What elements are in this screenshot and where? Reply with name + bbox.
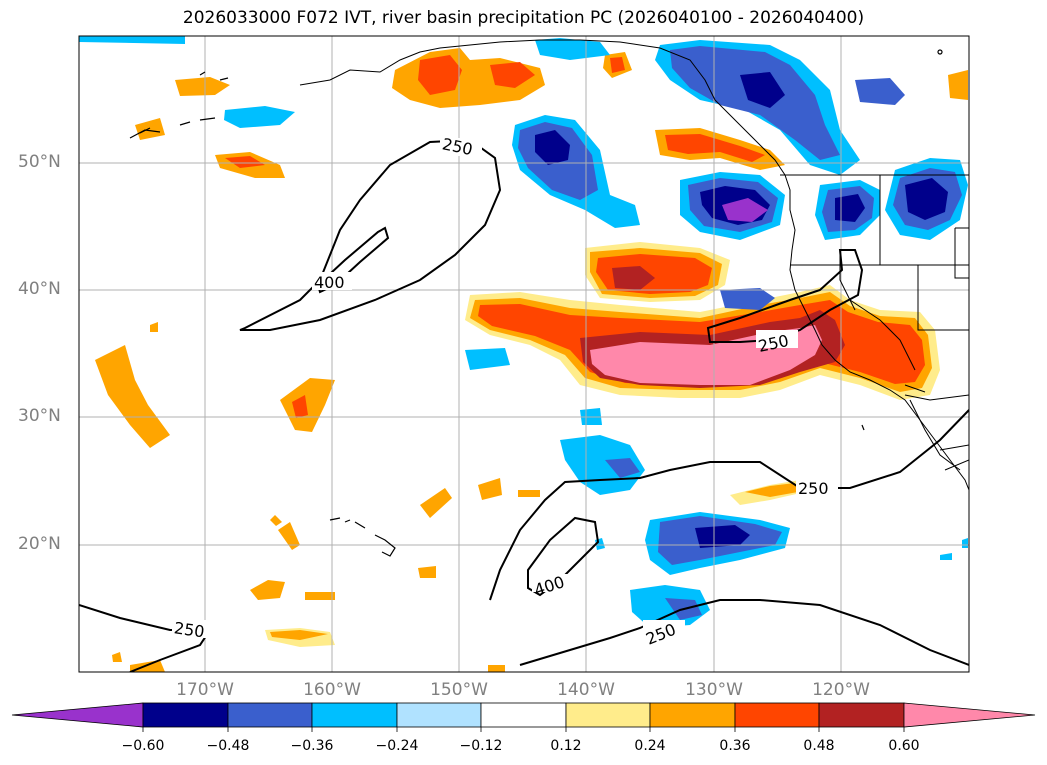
contour-labels: 250 400 250 250 400 250 250 [172,134,838,649]
map-title: 2026033000 F072 IVT, river basin precipi… [182,8,865,28]
colorbar-segment [142,702,229,728]
colorbar-arrow-min [11,702,144,728]
lon-label-150w: 150°W [430,680,488,700]
lat-label-30n: 30°N [18,406,61,426]
colorbar-segment [649,702,736,728]
ivt-contours [79,138,969,672]
precip-shading [79,36,968,672]
colorbar-segment [565,702,651,728]
lat-label-20n: 20°N [18,534,61,554]
colorbar-tick: 0.12 [550,738,582,754]
lon-label-130w: 130°W [685,680,743,700]
colorbar-tick: −0.48 [206,738,250,754]
colorbar-tick: −0.36 [290,738,334,754]
colorbar-tick: 0.60 [888,738,920,754]
contour-label-400-north: 400 [314,273,345,292]
lat-label-40n: 40°N [18,279,61,299]
colorbar-tick: 0.36 [719,738,751,754]
colorbar-tick: −0.24 [375,738,419,754]
lon-label-170w: 170°W [176,680,234,700]
colorbar-tick: −0.60 [121,738,165,754]
colorbar-arrow-max [903,702,1036,728]
lon-label-160w: 160°W [303,680,361,700]
colorbar-segment [227,702,313,728]
lon-label-140w: 140°W [557,680,615,700]
ivt-contour-250-north [239,138,502,331]
lon-label-120w: 120°W [812,680,870,700]
colorbar-segment [734,702,820,728]
colorbar-segment [818,702,905,728]
contour-label-250-west: 250 [173,618,206,641]
colorbar-segment [480,702,567,728]
colorbar [11,702,1036,732]
lat-label-50n: 50°N [18,152,61,172]
colorbar-segment [396,702,482,728]
ivt-contour-250-south [489,409,969,601]
islands [129,49,943,557]
ivt-contour-250-coast [706,249,864,343]
colorbar-tick: 0.24 [634,738,666,754]
contour-label-250-south: 250 [798,479,829,498]
colorbar-segment [311,702,398,728]
colorbar-tick: 0.48 [803,738,835,754]
colorbar-tick: −0.12 [459,738,503,754]
map-frame [78,35,970,673]
ivt-contour-250-south-lower [519,599,969,666]
